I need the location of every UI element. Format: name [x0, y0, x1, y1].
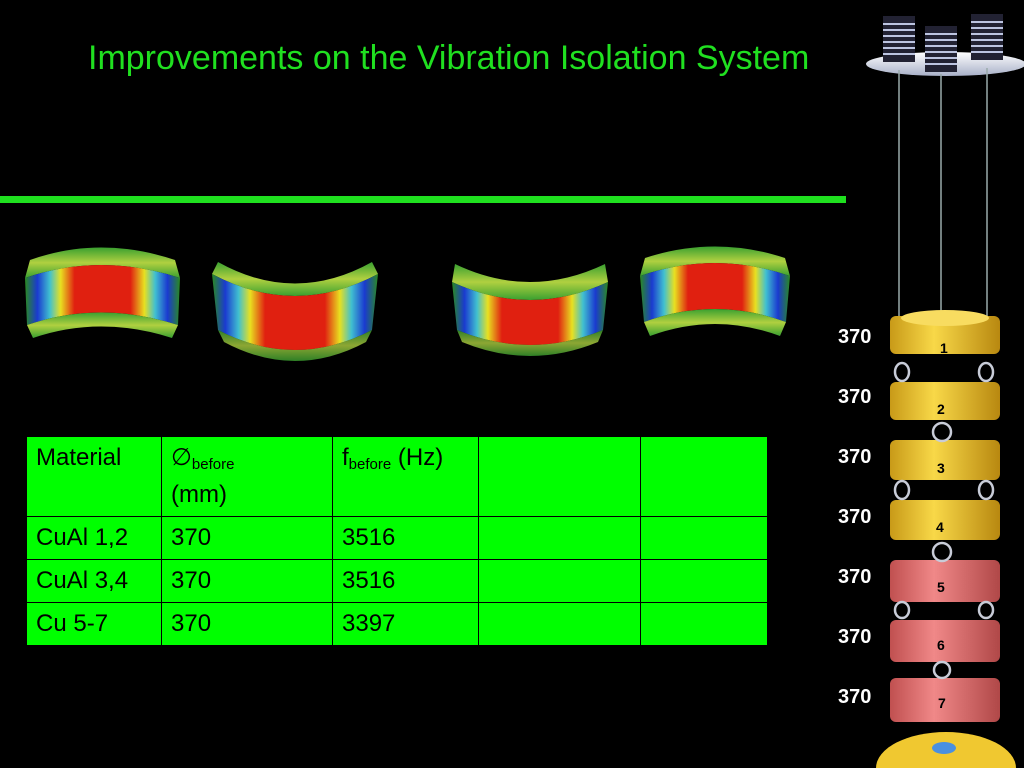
material-table: Material ∅before (mm) fbefore (Hz) CuAl … — [26, 436, 768, 646]
frequency-unit: (Hz) — [397, 444, 444, 471]
spring-post-left — [883, 16, 915, 62]
stage-5: 5 — [890, 560, 1000, 602]
mode-shape-2 — [212, 262, 378, 361]
table-header-row: Material ∅before (mm) fbefore (Hz) — [26, 436, 768, 517]
suspension-stack-illustration: 1 2 3 4 5 6 7 — [866, 14, 1024, 768]
diameter-label-3: 370 — [838, 446, 872, 468]
diameter-label-6: 370 — [838, 626, 872, 648]
suspension-wires — [898, 68, 988, 318]
header-material: Material — [26, 436, 162, 517]
stage-1: 1 — [890, 310, 1000, 356]
slide-title: Improvements on the Vibration Isolation … — [88, 39, 810, 77]
title-divider — [0, 196, 846, 203]
cell-col5 — [640, 559, 768, 603]
diameter-label-1: 370 — [838, 326, 872, 348]
diameter-label-7: 370 — [838, 686, 872, 708]
mode-shape-1 — [25, 247, 180, 338]
spring-post-right — [971, 14, 1003, 60]
header-frequency: fbefore (Hz) — [332, 436, 479, 517]
stage-2: 2 — [890, 382, 1000, 420]
stage-number-2: 2 — [937, 401, 945, 417]
header-diameter: ∅before (mm) — [161, 436, 333, 517]
cell-col4 — [478, 516, 641, 560]
stage-4: 4 — [890, 500, 1000, 540]
mode-shape-3 — [452, 264, 608, 356]
cell-material: CuAl 1,2 — [26, 516, 162, 560]
mode-shape-4 — [640, 246, 790, 336]
diameter-subscript: before — [191, 456, 235, 473]
table-row: Cu 5-7 370 3397 — [26, 602, 768, 646]
diameter-label-2: 370 — [838, 386, 872, 408]
diameter-symbol: ∅ — [171, 444, 192, 471]
cell-col4 — [478, 559, 641, 603]
cell-diameter: 370 — [161, 602, 333, 646]
stage-number-7: 7 — [938, 695, 946, 711]
cell-frequency: 3516 — [332, 516, 479, 560]
table-row: CuAl 3,4 370 3516 — [26, 559, 768, 603]
cell-diameter: 370 — [161, 516, 333, 560]
stage-number-5: 5 — [937, 579, 945, 595]
cell-material: Cu 5-7 — [26, 602, 162, 646]
cell-material: CuAl 3,4 — [26, 559, 162, 603]
cell-col5 — [640, 516, 768, 560]
cell-frequency: 3397 — [332, 602, 479, 646]
stage-3: 3 — [890, 440, 1000, 480]
frequency-subscript: before — [348, 456, 392, 473]
connecting-rings — [893, 361, 995, 680]
header-col4 — [478, 436, 641, 517]
cell-diameter: 370 — [161, 559, 333, 603]
table-row: CuAl 1,2 370 3516 — [26, 516, 768, 560]
stage-number-1: 1 — [940, 340, 948, 356]
diameter-label-5: 370 — [838, 566, 872, 588]
stage-6: 6 — [890, 620, 1000, 662]
cell-col5 — [640, 602, 768, 646]
stage-number-6: 6 — [937, 637, 945, 653]
header-col5 — [640, 436, 768, 517]
diameter-label-4: 370 — [838, 506, 872, 528]
frequency-symbol: f — [342, 444, 349, 471]
stage-7: 7 — [890, 678, 1000, 722]
mode-shape-illustrations — [25, 246, 790, 361]
stage-number-4: 4 — [936, 519, 944, 535]
spring-post-middle — [925, 26, 957, 72]
cell-col4 — [478, 602, 641, 646]
diameter-unit: (mm) — [171, 481, 227, 508]
cell-frequency: 3516 — [332, 559, 479, 603]
stage-number-3: 3 — [937, 460, 945, 476]
